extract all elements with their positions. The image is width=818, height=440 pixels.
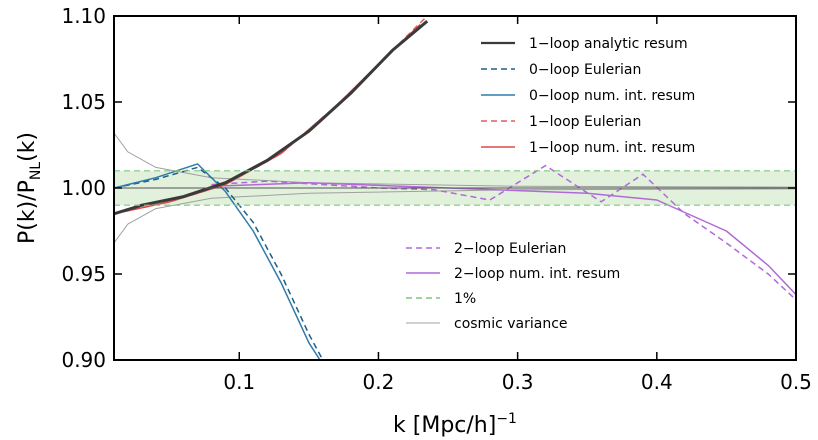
legend-label-cosmic-variance: cosmic variance bbox=[454, 316, 568, 332]
legend-label-one-percent: 1% bbox=[454, 291, 476, 307]
legend-label-loop2-euler: 2−loop Eulerian bbox=[454, 241, 566, 257]
series-line-loop0-resum bbox=[114, 163, 321, 360]
legend-upper: 1−loop analytic resum 0−loop Eulerian 0−lo… bbox=[481, 36, 695, 156]
y-tick-label: 1.00 bbox=[61, 176, 106, 200]
legend-label-loop1-resum: 1−loop num. int. resum bbox=[529, 140, 695, 156]
x-axis-label-superscript: −1 bbox=[496, 411, 517, 427]
x-tick-label: 0.3 bbox=[502, 370, 534, 394]
y-tick-label: 0.90 bbox=[61, 348, 106, 372]
x-axis-label: k [Mpc/h]−1 bbox=[393, 411, 517, 438]
x-tick-label: 0.2 bbox=[363, 370, 395, 394]
y-axis-label-subscript: NL bbox=[28, 162, 44, 180]
x-tick-label: 0.1 bbox=[223, 370, 255, 394]
legend-label-loop2-resum: 2−loop num. int. resum bbox=[454, 266, 620, 282]
legend-label-loop0-euler: 0−loop Eulerian bbox=[529, 62, 641, 78]
legend-label-loop0-resum: 0−loop num. int. resum bbox=[529, 88, 695, 104]
y-axis-label: P(k)/PNL(k) bbox=[15, 132, 44, 244]
legend-lower: 2−loop Eulerian 2−loop num. int. resum 1% c… bbox=[406, 241, 620, 332]
legend-label-loop1-euler: 1−loop Eulerian bbox=[529, 114, 641, 130]
x-tick-label: 0.4 bbox=[641, 370, 673, 394]
y-tick-label: 1.05 bbox=[61, 90, 106, 114]
x-tick-label: 0.5 bbox=[780, 370, 812, 394]
series-line-loop2-resum bbox=[211, 182, 796, 296]
series-line-cosmic-variance bbox=[114, 188, 796, 244]
legend-label-loop1-analytic: 1−loop analytic resum bbox=[529, 36, 688, 52]
y-tick-label: 1.10 bbox=[61, 4, 106, 28]
y-tick-label: 0.95 bbox=[61, 262, 106, 286]
series-line-loop1-analytic bbox=[114, 20, 429, 216]
